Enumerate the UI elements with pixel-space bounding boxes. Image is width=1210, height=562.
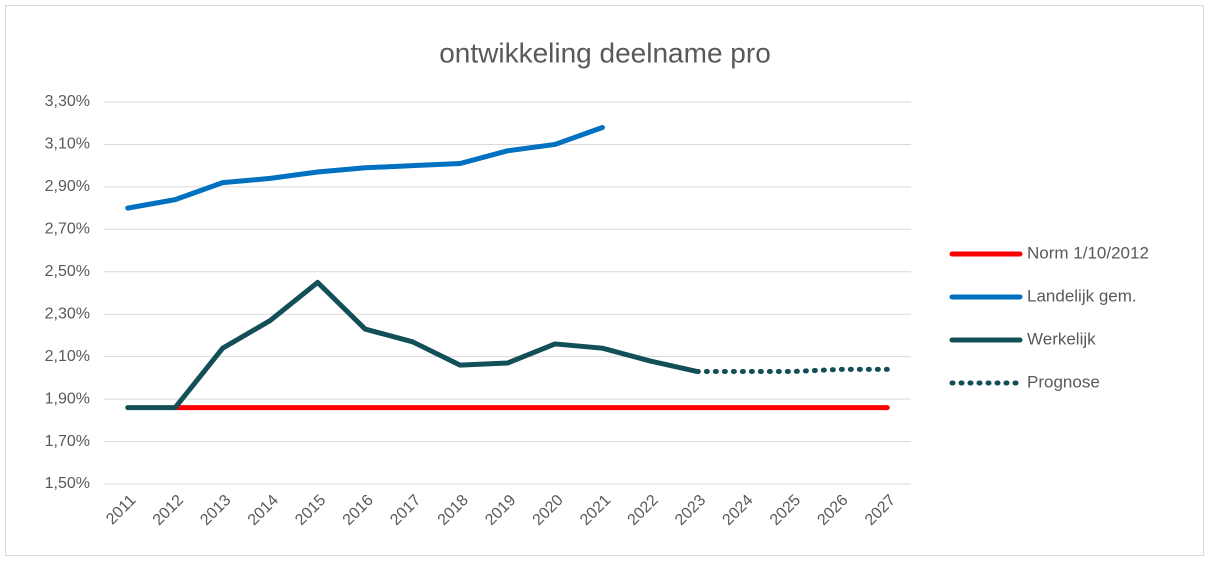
y-tick-label: 1,90%: [45, 390, 90, 407]
legend-label: Werkelijk: [1027, 329, 1096, 348]
legend-label: Norm 1/10/2012: [1027, 243, 1149, 262]
y-tick-label: 2,10%: [45, 348, 90, 365]
y-tick-label: 1,50%: [45, 475, 90, 492]
y-tick-label: 2,50%: [45, 263, 90, 280]
y-tick-label: 2,70%: [45, 221, 90, 238]
y-tick-label: 3,30%: [45, 93, 90, 110]
line-series: [125, 124, 605, 211]
line-series: [125, 279, 700, 411]
legend-label: Prognose: [1027, 372, 1100, 391]
chart-title: ontwikkeling deelname pro: [439, 37, 771, 68]
y-tick-label: 1,70%: [45, 433, 90, 450]
chart-border: [5, 5, 1204, 556]
y-tick-label: 2,90%: [45, 178, 90, 195]
y-tick-label: 2,30%: [45, 305, 90, 322]
y-tick-label: 3,10%: [45, 136, 90, 153]
legend-label: Landelijk gem.: [1027, 286, 1137, 305]
